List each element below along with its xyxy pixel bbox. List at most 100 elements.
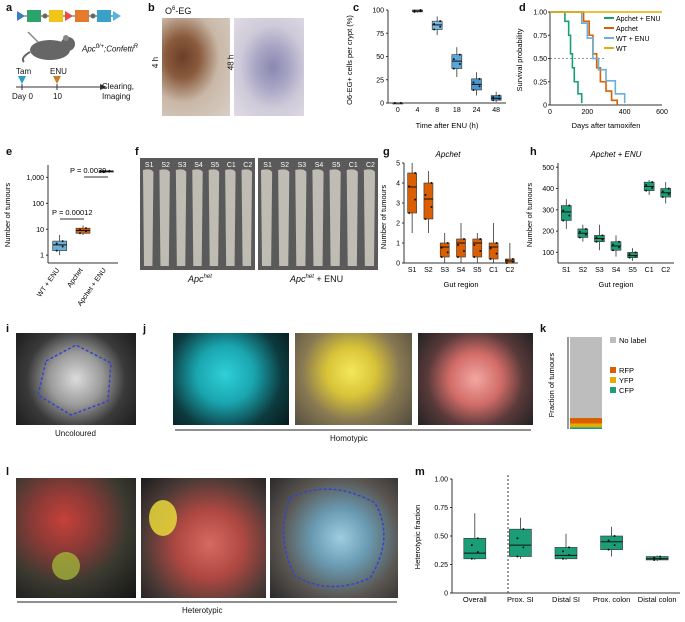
data-point bbox=[653, 558, 656, 561]
legend-swatch bbox=[610, 367, 616, 373]
data-point bbox=[399, 102, 402, 104]
y-tick-label: 0 bbox=[543, 103, 547, 110]
y-tick-label: 0.50 bbox=[434, 534, 448, 541]
construct-diagram bbox=[17, 10, 121, 22]
data-point bbox=[562, 209, 565, 212]
data-point bbox=[568, 214, 571, 217]
y-axis-label: Number of tumours bbox=[3, 183, 12, 247]
data-point bbox=[470, 557, 473, 560]
data-point bbox=[659, 555, 662, 558]
tick-label: S5 bbox=[628, 267, 637, 274]
j-bracket bbox=[175, 429, 531, 431]
gut-segment bbox=[143, 169, 154, 266]
y-tick-label: 75 bbox=[376, 31, 384, 38]
gut-segment bbox=[312, 169, 324, 266]
box bbox=[600, 535, 623, 550]
data-point bbox=[472, 88, 475, 91]
box bbox=[423, 182, 434, 220]
y-tick-label: 200 bbox=[542, 229, 554, 236]
chart-m: Overall Prox. SI Distal SI Prox. colon Dista… bbox=[413, 475, 680, 604]
data-point bbox=[568, 546, 570, 549]
box bbox=[407, 172, 417, 214]
chart-title: Apchet + ENU bbox=[590, 150, 642, 159]
y-tick-label: 0.25 bbox=[434, 562, 448, 569]
data-point bbox=[424, 194, 427, 196]
data-point bbox=[498, 94, 501, 97]
data-point bbox=[440, 256, 443, 258]
y-tick-label: 0.75 bbox=[434, 505, 448, 512]
panel-label-k: k bbox=[540, 323, 547, 335]
y-axis-label: Fraction of tumours bbox=[547, 352, 556, 417]
x-tick-label: 600 bbox=[656, 109, 668, 116]
x-tick-label: 200 bbox=[581, 109, 593, 116]
data-point bbox=[495, 242, 498, 244]
f-caption-left: Apchet bbox=[188, 274, 212, 284]
y-axis-label: O6-EG+ cells per crypt (%) bbox=[345, 15, 354, 105]
step-label: Clearing, bbox=[102, 82, 135, 91]
tumour-image-het-1 bbox=[16, 478, 136, 598]
chart-d: 0 0.25 0.50 0.75 1.00 0 200 400 600 Apchet + ENU A… bbox=[515, 10, 668, 131]
data-point bbox=[408, 212, 411, 214]
box bbox=[52, 240, 67, 251]
data-point bbox=[408, 185, 411, 188]
data-point bbox=[79, 232, 81, 235]
y-tick-label: 500 bbox=[542, 165, 554, 172]
box bbox=[509, 528, 532, 557]
box bbox=[456, 238, 466, 258]
gut-segment bbox=[208, 169, 220, 266]
data-point bbox=[562, 219, 565, 222]
region-label: S3 bbox=[178, 162, 187, 169]
annotation: P = 0.00012 bbox=[52, 208, 93, 217]
y-tick-label: 0 bbox=[380, 101, 384, 108]
data-point bbox=[108, 169, 111, 172]
data-point bbox=[498, 97, 501, 100]
data-point bbox=[634, 254, 637, 257]
y-tick-label: 400 bbox=[542, 186, 554, 193]
y-tick-label: 0.50 bbox=[533, 56, 547, 63]
data-point bbox=[568, 204, 571, 207]
data-point bbox=[612, 249, 614, 252]
data-point bbox=[645, 183, 648, 186]
data-point bbox=[458, 53, 461, 56]
box bbox=[561, 205, 572, 221]
y-tick-label: 0 bbox=[396, 261, 400, 268]
chart-h: S1 S2 S3 S4 S5 C1 C2 100 200 300 400 500 Apchet + EN… bbox=[525, 150, 674, 289]
tam-triangle-icon bbox=[18, 76, 26, 84]
data-point bbox=[446, 242, 449, 244]
legend-label: WT + ENU bbox=[616, 36, 650, 43]
annotation: P = 0.0039 bbox=[70, 166, 106, 175]
data-point bbox=[601, 234, 604, 237]
data-point bbox=[628, 256, 631, 259]
gut-photo-apchet-enu: S1 S2 S3 S4 S5 C1 C2 bbox=[258, 158, 378, 270]
data-point bbox=[463, 250, 465, 252]
region-label: S4 bbox=[315, 162, 324, 169]
data-point bbox=[473, 256, 476, 258]
data-point bbox=[79, 228, 81, 231]
data-point bbox=[584, 227, 587, 230]
data-point bbox=[414, 198, 417, 201]
y-tick-label: 25 bbox=[376, 77, 384, 84]
day-value: 10 bbox=[53, 92, 62, 101]
tick-label: S2 bbox=[424, 267, 433, 274]
data-point bbox=[511, 258, 514, 260]
data-point bbox=[613, 544, 616, 547]
tick-label: S1 bbox=[408, 267, 417, 274]
y-tick-label: 100 bbox=[32, 201, 44, 208]
box bbox=[463, 537, 487, 560]
data-point bbox=[601, 238, 604, 241]
data-point bbox=[505, 259, 508, 262]
tick-label: S2 bbox=[579, 267, 588, 274]
y-tick-label: 3 bbox=[396, 201, 400, 208]
data-point bbox=[439, 20, 442, 23]
gut-segments: S1 S2 S3 S4 S5 C1 C2 bbox=[143, 162, 252, 266]
data-point bbox=[478, 85, 481, 88]
tick-label: WT + ENU bbox=[36, 267, 61, 298]
data-point bbox=[651, 181, 654, 184]
box bbox=[439, 242, 450, 258]
data-point bbox=[618, 246, 620, 249]
tick-label: Prox. colon bbox=[593, 595, 631, 604]
data-point bbox=[645, 189, 648, 192]
data-point bbox=[562, 550, 564, 553]
data-point bbox=[458, 62, 461, 65]
